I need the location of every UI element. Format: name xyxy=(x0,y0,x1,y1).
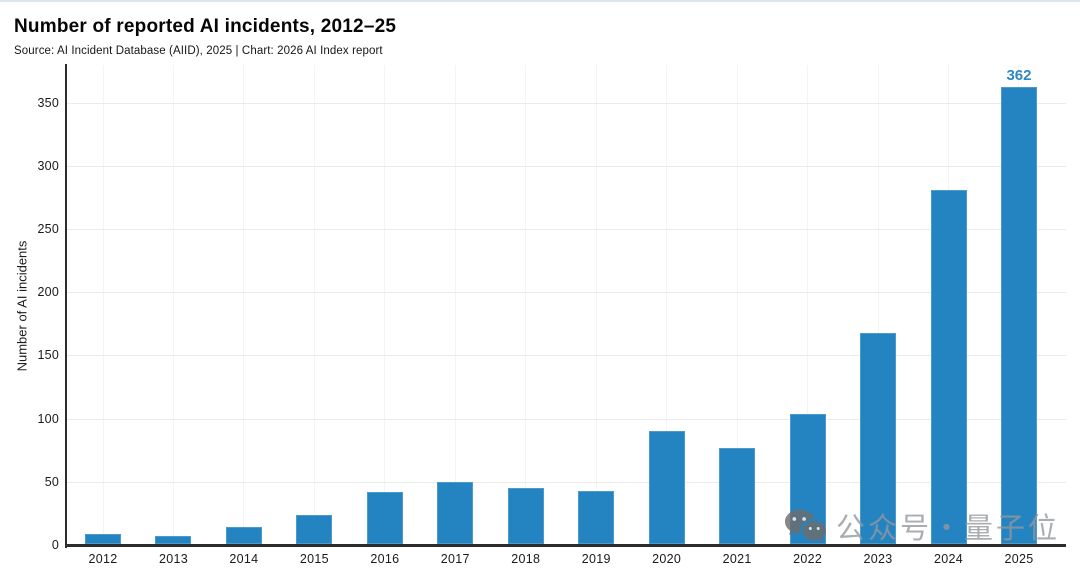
x-tick-label: 2021 xyxy=(722,552,752,566)
y-tick-label: 350 xyxy=(37,95,59,110)
vertical-gridline xyxy=(807,65,809,543)
horizontal-gridline xyxy=(67,481,1066,483)
chart-source: Source: AI Incident Database (AIID), 202… xyxy=(14,45,383,57)
vertical-gridline xyxy=(243,65,245,543)
x-tick-label: 2017 xyxy=(440,552,470,566)
x-tick-label: 2012 xyxy=(88,552,118,566)
y-tick-label: 50 xyxy=(44,474,59,489)
horizontal-gridline xyxy=(67,292,1066,294)
x-tick-label: 2013 xyxy=(158,552,188,566)
x-tick-label: 2015 xyxy=(299,552,329,566)
vertical-gridline xyxy=(666,65,668,543)
bar-value-label: 362 xyxy=(1006,67,1032,85)
bar-2017 xyxy=(437,481,474,544)
x-tick-label: 2024 xyxy=(934,552,964,566)
x-tick-label: 2025 xyxy=(1004,552,1034,566)
y-axis-line xyxy=(64,64,67,548)
bar-2014 xyxy=(225,527,262,544)
horizontal-gridline xyxy=(67,102,1066,104)
x-tick-label: 2022 xyxy=(793,552,823,566)
chart-title: Number of reported AI incidents, 2012–25 xyxy=(14,16,397,37)
bar-2013 xyxy=(155,536,192,544)
x-tick-label: 2020 xyxy=(652,552,682,566)
bar-2012 xyxy=(85,533,121,544)
bar-2019 xyxy=(578,490,615,544)
vertical-gridline xyxy=(102,65,104,543)
bar-2025 xyxy=(1000,87,1037,544)
vertical-gridline xyxy=(384,65,386,543)
x-tick-label: 2014 xyxy=(229,552,259,566)
vertical-gridline xyxy=(525,65,527,543)
bar-2022 xyxy=(789,413,826,544)
vertical-gridline xyxy=(595,65,597,543)
bar-2020 xyxy=(648,431,685,544)
horizontal-gridline xyxy=(67,229,1066,230)
x-tick-label: 2019 xyxy=(581,552,611,566)
vertical-gridline xyxy=(313,65,315,543)
y-tick-label: 100 xyxy=(37,411,59,426)
bar-2015 xyxy=(296,514,333,544)
y-tick-label: 200 xyxy=(37,285,59,300)
x-tick-label: 2023 xyxy=(863,552,893,566)
y-tick-label: 250 xyxy=(37,222,59,236)
top-edge-strip xyxy=(0,0,1080,2)
vertical-gridline xyxy=(877,65,879,543)
bar-2024 xyxy=(930,189,967,544)
bar-2021 xyxy=(719,447,756,544)
vertical-gridline xyxy=(172,65,174,543)
x-axis-line xyxy=(64,543,1066,547)
bar-2016 xyxy=(366,491,403,544)
x-tick-label: 2016 xyxy=(370,552,400,566)
horizontal-gridline xyxy=(67,165,1066,167)
vertical-gridline xyxy=(454,65,456,543)
y-tick-label: 0 xyxy=(51,538,59,552)
y-tick-label: 300 xyxy=(37,158,59,173)
y-tick-label: 150 xyxy=(37,348,59,363)
x-tick-label: 2018 xyxy=(511,552,541,566)
vertical-gridline xyxy=(736,65,738,543)
horizontal-gridline xyxy=(67,355,1066,357)
bar-2023 xyxy=(860,332,897,544)
horizontal-gridline xyxy=(67,418,1066,420)
bar-2018 xyxy=(507,488,544,544)
